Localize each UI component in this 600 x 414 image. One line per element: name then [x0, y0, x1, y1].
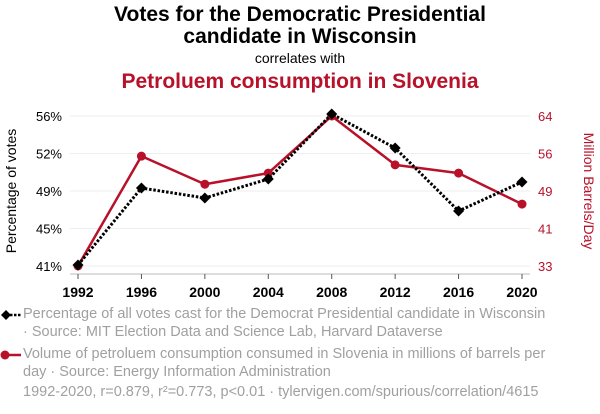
- circle-solid-line-icon: [0, 350, 21, 360]
- legend-petroleum-text-line1: Volume of petroluem consumption consumed…: [23, 346, 546, 362]
- legend-votes-text-line2: · Source: MIT Election Data and Science …: [23, 324, 443, 340]
- gridlines: [70, 115, 530, 267]
- x-tick-label: 2012: [380, 284, 411, 300]
- data-point-petroleum: [517, 199, 527, 209]
- y-right-tick-label: 64: [538, 109, 552, 124]
- data-point-votes: [516, 176, 528, 188]
- correlates-with-label: correlates with: [254, 50, 346, 66]
- y-axis-right: 33 41 49 56 64: [538, 109, 552, 274]
- y-left-tick-label: 45%: [36, 222, 62, 237]
- data-point-votes: [389, 142, 401, 154]
- data-point-votes: [199, 192, 211, 204]
- legend-votes-text-line1: Percentage of all votes cast for the Dem…: [23, 306, 546, 322]
- y-left-tick-label: 52%: [36, 147, 62, 162]
- data-point-petroleum: [136, 151, 146, 161]
- data-point-petroleum: [390, 160, 400, 170]
- y-left-tick-label: 56%: [36, 109, 62, 124]
- y-axis-left: 41% 45% 49% 52% 56%: [36, 109, 62, 274]
- y-left-tick-label: 49%: [36, 184, 62, 199]
- y-axis-right-label: Million Barrels/Day: [581, 133, 597, 250]
- y-right-tick-label: 56: [538, 147, 552, 162]
- chart-title-line1: Votes for the Democratic Presidential: [114, 3, 486, 26]
- y-right-tick-label: 33: [538, 259, 552, 274]
- x-tick-label: 2020: [506, 284, 537, 300]
- x-tick-label: 1996: [126, 284, 157, 300]
- footer-stats: 1992-2020, r=0.879, r²=0.773, p<0.01 · t…: [23, 384, 539, 400]
- chart-subtitle: Petroluem consumption in Slovenia: [121, 70, 479, 93]
- y-right-tick-label: 41: [538, 222, 552, 237]
- data-point-votes: [326, 108, 338, 120]
- data-point-votes: [135, 182, 147, 194]
- y-axis-left-label: Percentage of votes: [3, 129, 19, 254]
- y-left-tick-label: 41%: [36, 259, 62, 274]
- series-votes-line: [76, 112, 523, 266]
- data-point-votes: [262, 173, 274, 185]
- y-right-tick-label: 49: [538, 184, 552, 199]
- x-tick-label: 2016: [443, 284, 474, 300]
- diamond-dotted-line-icon: [1, 310, 21, 320]
- chart-title-line2: candidate in Wisconsin: [183, 25, 417, 48]
- x-tick-label: 2000: [189, 284, 220, 300]
- legend-petroleum-text-line2: day · Source: Energy Information Adminis…: [23, 364, 331, 380]
- data-point-petroleum: [454, 168, 464, 178]
- data-point-petroleum: [200, 179, 210, 189]
- series-votes: [72, 108, 528, 271]
- x-tick-label: 2004: [253, 284, 284, 300]
- x-axis: 1992 1996 2000 2004 2008 2012 2016 2020: [62, 273, 538, 300]
- chart-svg: 1992 1996 2000 2004 2008 2012 2016 2020 41%45%4…: [3, 108, 597, 300]
- data-point-votes: [453, 205, 465, 217]
- x-tick-label: 1992: [62, 284, 93, 300]
- x-tick-label: 2008: [316, 284, 347, 300]
- data-point-votes: [72, 259, 84, 271]
